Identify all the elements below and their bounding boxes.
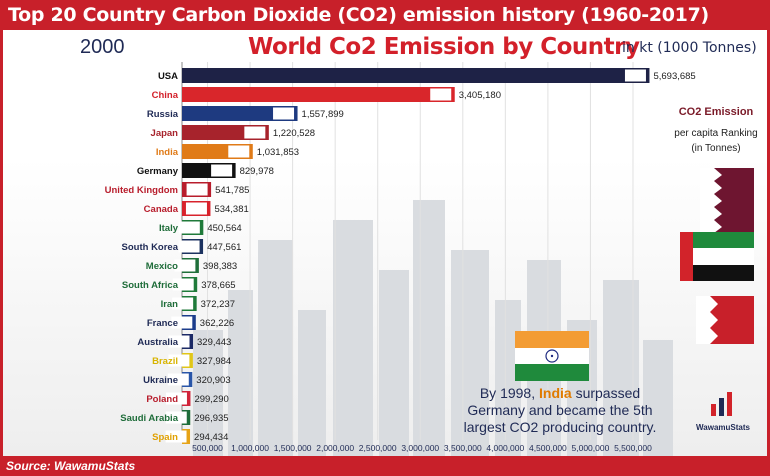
chart-title: World Co2 Emission by Country bbox=[248, 34, 640, 60]
category-label: Mexico bbox=[146, 261, 178, 272]
x-tick-label: 5,000,000 bbox=[572, 443, 610, 453]
unit-note: in kt (1000 Tonnes) bbox=[622, 40, 757, 56]
side-panel-subtitle-line1: per capita Ranking bbox=[674, 128, 758, 139]
bar-flag-icon bbox=[211, 164, 233, 177]
bar-flag-icon bbox=[165, 392, 187, 405]
x-tick-label: 3,000,000 bbox=[401, 443, 439, 453]
bar-flag-icon bbox=[178, 221, 200, 234]
india-note-highlight: India bbox=[539, 385, 572, 401]
india-note-line2: Germany and became the 5th bbox=[467, 402, 653, 418]
x-tick-label: 500,000 bbox=[192, 443, 223, 453]
bar-flag-icon bbox=[273, 107, 295, 120]
bar-flag-icon bbox=[186, 183, 208, 196]
category-label: Brazil bbox=[152, 356, 178, 367]
category-label: Germany bbox=[137, 166, 179, 177]
india-note-line1-post: surpassed bbox=[575, 385, 641, 401]
india-note: By 1998, India surpassed Germany and bec… bbox=[455, 385, 665, 436]
bar-flag-icon bbox=[624, 69, 646, 82]
side-panel-title: CO2 Emission bbox=[678, 106, 754, 118]
bar bbox=[182, 68, 650, 83]
category-label: USA bbox=[158, 71, 178, 82]
bar-flag-icon bbox=[174, 259, 196, 272]
bar-flag-icon bbox=[165, 411, 187, 424]
bar-flag-icon bbox=[171, 316, 193, 329]
x-tick-label: 2,000,000 bbox=[316, 443, 354, 453]
value-label: 320,903 bbox=[196, 375, 230, 386]
uae-flag-icon bbox=[680, 232, 754, 281]
value-label: 1,220,528 bbox=[273, 128, 315, 139]
bahrain-flag-icon bbox=[696, 296, 754, 344]
value-label: 447,561 bbox=[207, 242, 241, 253]
category-label: Canada bbox=[144, 204, 179, 215]
value-label: 329,443 bbox=[197, 337, 231, 348]
bar-flag-icon bbox=[244, 126, 266, 139]
value-label: 362,226 bbox=[200, 318, 234, 329]
category-label: Australia bbox=[137, 337, 178, 348]
category-label: India bbox=[156, 147, 179, 158]
x-tick-label: 3,500,000 bbox=[444, 443, 482, 453]
bar bbox=[182, 87, 455, 102]
wawamustats-logo: WawamuStats bbox=[688, 390, 758, 432]
value-label: 450,564 bbox=[207, 223, 241, 234]
x-tick-label: 2,500,000 bbox=[359, 443, 397, 453]
category-label: Spain bbox=[152, 432, 178, 443]
value-label: 3,405,180 bbox=[459, 90, 501, 101]
bar-chart-logo-icon bbox=[711, 392, 732, 416]
category-label: Italy bbox=[159, 223, 179, 234]
value-label: 1,557,899 bbox=[302, 109, 344, 120]
bar-flag-icon bbox=[168, 335, 190, 348]
x-tick-label: 5,500,000 bbox=[614, 443, 652, 453]
x-tick-label: 4,000,000 bbox=[486, 443, 524, 453]
value-label: 829,978 bbox=[240, 166, 274, 177]
value-label: 1,031,853 bbox=[257, 147, 299, 158]
x-tick-label: 1,500,000 bbox=[274, 443, 312, 453]
india-note-line1: By 1998, India surpassed bbox=[455, 385, 665, 402]
category-label: Iran bbox=[161, 299, 179, 310]
value-label: 294,434 bbox=[194, 432, 228, 443]
india-note-line3: largest CO2 producing country. bbox=[463, 419, 657, 435]
side-panel-subtitle-line2: (in Tonnes) bbox=[691, 143, 741, 154]
category-label: Saudi Arabia bbox=[120, 413, 178, 424]
value-label: 327,984 bbox=[197, 356, 231, 367]
year-label: 2000 bbox=[80, 36, 125, 58]
category-label: United Kingdom bbox=[105, 185, 178, 196]
category-label: Japan bbox=[151, 128, 179, 139]
footer-source: Source: WawamuStats bbox=[0, 456, 770, 476]
bar-flag-icon bbox=[167, 373, 189, 386]
bar-flag-icon bbox=[172, 297, 194, 310]
category-label: France bbox=[147, 318, 178, 329]
side-panel-subtitle: per capita Ranking (in Tonnes) bbox=[660, 126, 770, 156]
value-label: 372,237 bbox=[201, 299, 235, 310]
category-label: Ukraine bbox=[143, 375, 178, 386]
india-flag-icon bbox=[515, 331, 589, 381]
bar-flag-icon bbox=[228, 145, 250, 158]
category-label: Poland bbox=[146, 394, 178, 405]
bar-flag-icon bbox=[172, 278, 194, 291]
bar bbox=[182, 106, 298, 121]
category-label: Russia bbox=[147, 109, 179, 120]
bar-flag-icon bbox=[185, 202, 207, 215]
value-label: 5,693,685 bbox=[653, 71, 695, 82]
bar-flag-icon bbox=[165, 430, 187, 443]
bar-flag-icon bbox=[430, 88, 452, 101]
value-label: 398,383 bbox=[203, 261, 237, 272]
category-label: South Korea bbox=[122, 242, 179, 253]
india-note-line1-pre: By 1998, bbox=[479, 385, 536, 401]
x-tick-label: 1,000,000 bbox=[231, 443, 269, 453]
logo-text: WawamuStats bbox=[696, 423, 750, 432]
value-label: 299,290 bbox=[194, 394, 228, 405]
category-label: South Africa bbox=[122, 280, 179, 291]
x-tick-label: 4,500,000 bbox=[529, 443, 567, 453]
value-label: 378,665 bbox=[201, 280, 235, 291]
bar-flag-icon bbox=[168, 354, 190, 367]
value-label: 541,785 bbox=[215, 185, 249, 196]
bar-flag-icon bbox=[178, 240, 200, 253]
value-label: 534,381 bbox=[214, 204, 248, 215]
category-label: China bbox=[152, 90, 179, 101]
value-label: 296,935 bbox=[194, 413, 228, 424]
header-title: Top 20 Country Carbon Dioxide (CO2) emis… bbox=[0, 0, 770, 30]
